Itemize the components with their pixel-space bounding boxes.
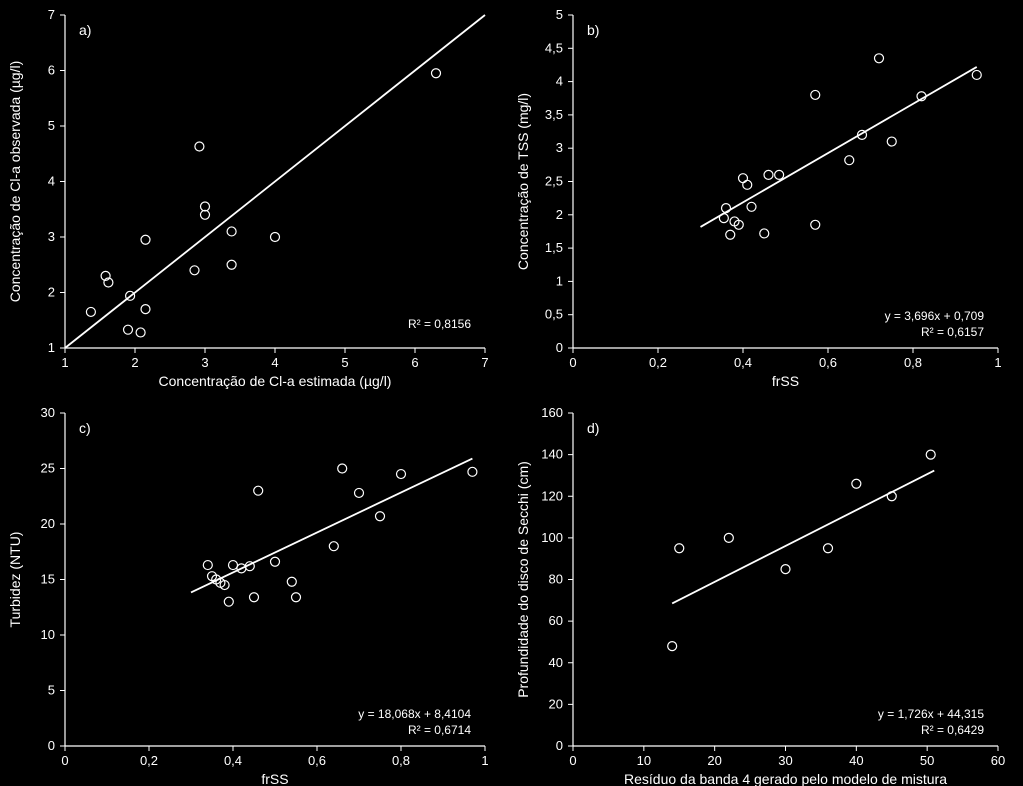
r2-text: R² = 0,8156 [408, 317, 471, 331]
equation-text: y = 1,726x + 44,315 [878, 707, 984, 721]
x-tick-label: 0,8 [904, 355, 922, 370]
r2-text: R² = 0,6429 [921, 723, 984, 737]
x-tick-label: 0 [569, 753, 576, 768]
y-tick-label: 140 [541, 447, 563, 462]
y-tick-label: 2,5 [545, 174, 563, 189]
y-tick-label: 40 [549, 655, 563, 670]
y-tick-label: 5 [48, 683, 55, 698]
y-tick-label: 15 [41, 572, 55, 587]
r2-text: R² = 0,6714 [408, 723, 471, 737]
y-tick-label: 0,5 [545, 307, 563, 322]
y-tick-label: 20 [549, 696, 563, 711]
y-axis-label: Profundidade do disco de Secchi (cm) [515, 461, 531, 698]
x-tick-label: 60 [991, 753, 1005, 768]
y-tick-label: 2 [556, 207, 563, 222]
y-axis-label: Turbidez (NTU) [7, 532, 23, 628]
panel-label: a) [79, 22, 91, 38]
y-tick-label: 0 [48, 738, 55, 753]
y-tick-label: 1 [48, 340, 55, 355]
y-tick-label: 4 [48, 174, 55, 189]
y-tick-label: 160 [541, 405, 563, 420]
y-tick-label: 25 [41, 461, 55, 476]
x-axis-label: Concentração de Cl-a estimada (µg/l) [159, 373, 392, 389]
equation-text: y = 3,696x + 0,709 [885, 309, 985, 323]
x-tick-label: 0,6 [819, 355, 837, 370]
x-tick-label: 0,4 [734, 355, 752, 370]
x-tick-label: 0,2 [140, 753, 158, 768]
panel-label: c) [79, 420, 91, 436]
x-tick-label: 6 [411, 355, 418, 370]
r2-text: R² = 0,6157 [921, 325, 984, 339]
y-tick-label: 4,5 [545, 40, 563, 55]
y-tick-label: 100 [541, 530, 563, 545]
x-tick-label: 0,8 [392, 753, 410, 768]
y-tick-label: 3,5 [545, 107, 563, 122]
y-tick-label: 20 [41, 516, 55, 531]
scatter-grid-svg: 1 2 3 4 5 6 7 1 2 3 4 5 6 7 Concentração de Cl-a estim… [0, 0, 1023, 786]
x-tick-label: 7 [481, 355, 488, 370]
x-tick-label: 30 [778, 753, 792, 768]
x-tick-label: 4 [271, 355, 278, 370]
y-tick-label: 30 [41, 405, 55, 420]
x-tick-label: 0,4 [224, 753, 242, 768]
figure-background [0, 0, 1023, 786]
x-tick-label: 1 [994, 355, 1001, 370]
x-tick-label: 0,6 [308, 753, 326, 768]
equation-text: y = 18,068x + 8,4104 [358, 707, 471, 721]
y-tick-label: 10 [41, 627, 55, 642]
y-tick-label: 2 [48, 285, 55, 300]
x-axis-label: frSS [261, 771, 288, 786]
y-tick-label: 0 [556, 340, 563, 355]
y-tick-label: 5 [48, 118, 55, 133]
x-tick-label: 1 [481, 753, 488, 768]
y-tick-label: 0 [556, 738, 563, 753]
x-tick-label: 3 [201, 355, 208, 370]
x-tick-label: 20 [707, 753, 721, 768]
y-axis-label: Concentração de TSS (mg/l) [515, 93, 531, 270]
panel-label: d) [587, 420, 599, 436]
y-tick-label: 3 [48, 229, 55, 244]
x-tick-label: 1 [61, 355, 68, 370]
x-tick-label: 2 [131, 355, 138, 370]
y-tick-label: 120 [541, 488, 563, 503]
x-tick-label: 0 [61, 753, 68, 768]
x-tick-label: 50 [920, 753, 934, 768]
x-axis-label: frSS [772, 373, 799, 389]
y-tick-label: 80 [549, 572, 563, 587]
x-tick-label: 10 [637, 753, 651, 768]
y-tick-label: 4 [556, 74, 563, 89]
y-tick-label: 3 [556, 140, 563, 155]
y-tick-label: 6 [48, 63, 55, 78]
y-tick-label: 1,5 [545, 240, 563, 255]
panel-label: b) [587, 22, 599, 38]
x-tick-label: 40 [849, 753, 863, 768]
x-axis-label: Resíduo da banda 4 gerado pelo modelo de… [624, 771, 947, 786]
y-tick-label: 7 [48, 7, 55, 22]
y-tick-label: 60 [549, 613, 563, 628]
y-axis-label: Concentração de Cl-a observada (µg/l) [7, 61, 23, 303]
figure-container: 1 2 3 4 5 6 7 1 2 3 4 5 6 7 Concentração de Cl-a estim… [0, 0, 1023, 786]
x-tick-label: 0,2 [649, 355, 667, 370]
x-tick-label: 5 [341, 355, 348, 370]
y-tick-label: 1 [556, 273, 563, 288]
y-tick-label: 5 [556, 7, 563, 22]
x-tick-label: 0 [569, 355, 576, 370]
